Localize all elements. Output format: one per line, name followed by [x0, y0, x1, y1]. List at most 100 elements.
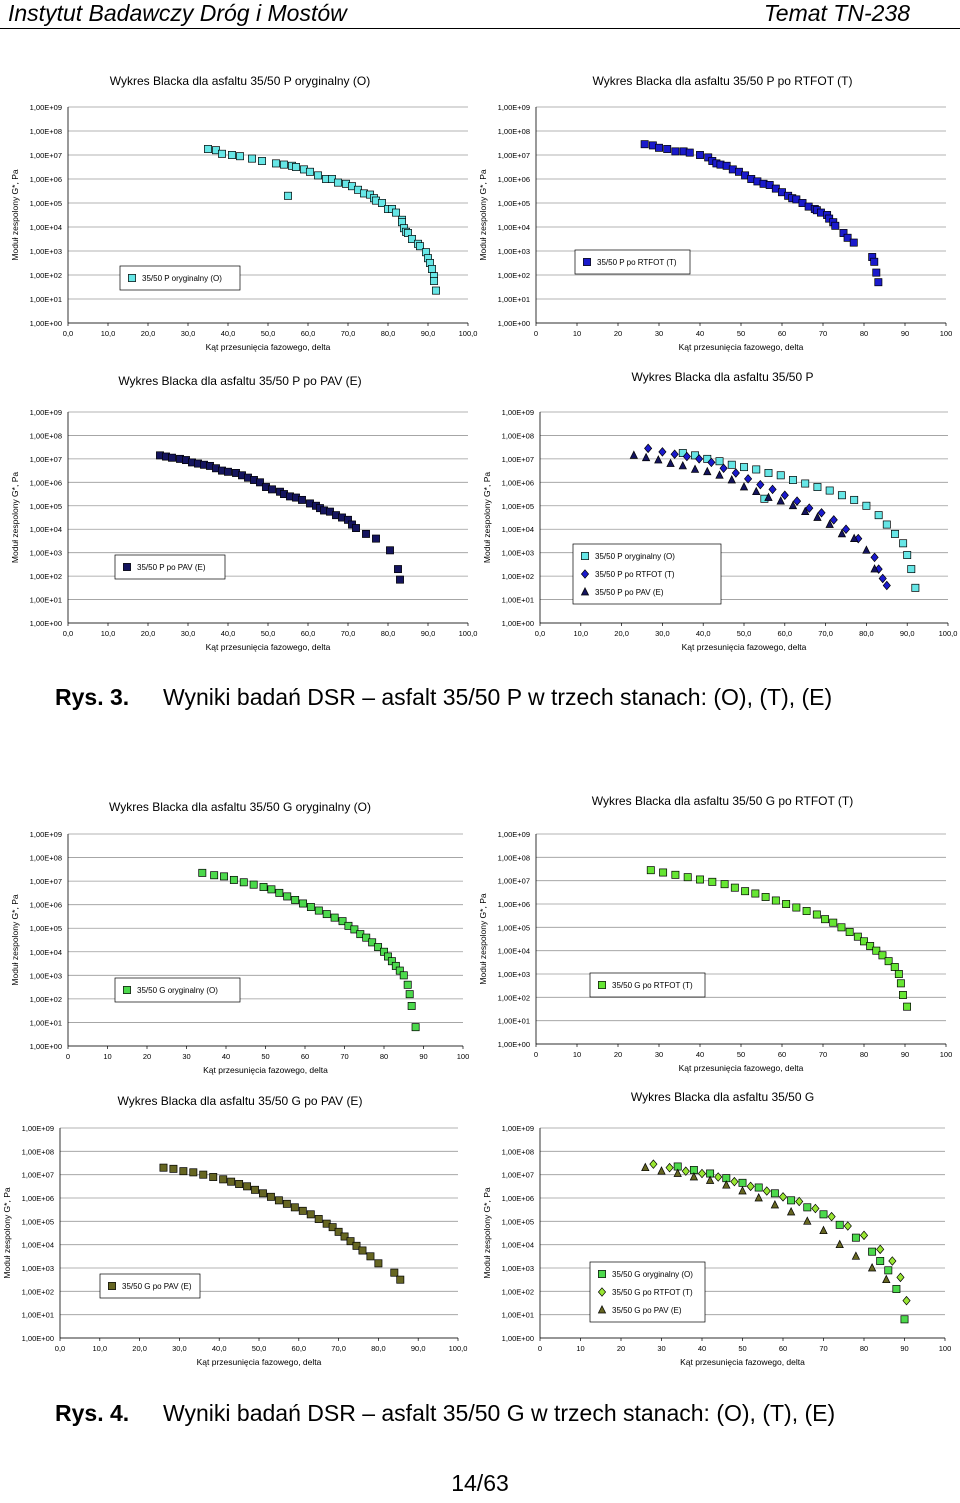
data-point	[845, 928, 854, 936]
y-tick-label: 1,00E+03	[30, 549, 62, 558]
x-tick-label: 90	[901, 1050, 909, 1059]
data-point	[896, 979, 905, 988]
x-tick-label: 70,0	[818, 629, 833, 638]
data-point	[169, 1164, 178, 1173]
data-point	[291, 896, 300, 904]
x-tick-label: 0,0	[63, 329, 73, 338]
x-tick-label: 70	[819, 1344, 827, 1353]
data-point	[714, 1172, 723, 1182]
x-tick-label: 0,0	[535, 629, 545, 638]
x-tick-label: 80	[860, 1050, 868, 1059]
data-point	[362, 529, 370, 538]
data-point	[695, 454, 704, 464]
data-point	[882, 520, 891, 529]
figure-text-3: Wyniki badań DSR – asfalt 35/50 P w trze…	[163, 684, 833, 710]
legend-label: 35/50 G oryginalny (O)	[137, 986, 218, 995]
x-tick-label: 50	[738, 1344, 746, 1353]
data-point	[666, 458, 675, 467]
data-point	[722, 1180, 731, 1189]
data-point	[328, 1223, 337, 1232]
y-axis-label: Moduł zespolony G*, Pa	[2, 1187, 12, 1278]
data-point	[283, 892, 292, 901]
x-tick-label: 20	[143, 1052, 151, 1061]
x-tick-label: 30	[657, 1344, 665, 1353]
legend	[114, 554, 226, 580]
data-point	[907, 565, 916, 574]
data-point	[876, 1257, 885, 1265]
legend	[589, 1261, 706, 1323]
x-tick-label: 70,0	[341, 329, 356, 338]
data-point	[792, 903, 801, 912]
y-tick-label: 1,00E+09	[498, 103, 530, 112]
data-point	[396, 1275, 405, 1284]
figure-number-3: Rys. 3.	[55, 684, 130, 710]
x-tick-label: 70,0	[331, 1344, 346, 1353]
plot-area	[68, 412, 468, 623]
x-tick-label: 80	[380, 1052, 388, 1061]
x-tick-label: 40	[698, 1344, 706, 1353]
data-point	[874, 278, 883, 287]
x-tick-label: 60,0	[777, 629, 792, 638]
plot-area	[536, 107, 946, 323]
data-point	[227, 1177, 236, 1186]
x-tick-label: 50	[737, 329, 745, 338]
x-tick-label: 80	[860, 1344, 868, 1353]
data-point	[306, 1210, 315, 1219]
data-point	[740, 463, 748, 472]
x-tick-label: 20,0	[614, 629, 629, 638]
y-tick-label: 1,00E+06	[502, 1194, 534, 1203]
data-point	[396, 575, 404, 584]
data-point	[720, 880, 729, 889]
legend-label: 35/50 G po RTFOT (T)	[612, 1288, 693, 1297]
data-point	[299, 899, 307, 908]
data-point	[405, 990, 414, 999]
y-tick-label: 1,00E+04	[498, 223, 530, 232]
y-axis-label: Moduł zespolony G*, Pa	[480, 893, 488, 984]
data-point	[358, 1246, 367, 1255]
chart-title-p-pav: Wykres Blacka dla asfaltu 35/50 P po PAV…	[118, 374, 362, 388]
y-tick-label: 1,00E+03	[498, 247, 530, 256]
y-tick-label: 1,00E+01	[30, 596, 62, 605]
data-point	[408, 235, 416, 243]
y-tick-label: 1,00E+02	[502, 572, 534, 581]
data-point	[870, 257, 879, 266]
x-tick-label: 60	[778, 329, 786, 338]
data-point	[851, 1233, 860, 1242]
x-tick-label: 20,0	[141, 629, 156, 638]
x-tick-label: 30	[655, 329, 663, 338]
x-tick-label: 0,0	[55, 1344, 65, 1353]
y-tick-label: 1,00E+03	[498, 970, 530, 979]
data-point	[754, 1193, 763, 1202]
data-point	[776, 471, 785, 480]
data-point	[884, 957, 893, 966]
x-tick-label: 90,0	[421, 329, 436, 338]
data-point	[314, 906, 323, 915]
data-point	[780, 490, 789, 500]
data-point	[430, 277, 438, 285]
y-tick-label: 1,00E+08	[30, 127, 62, 136]
chart-title-g-original: Wykres Blacka dla asfaltu 35/50 G orygin…	[108, 800, 371, 814]
x-tick-label: 40,0	[221, 329, 236, 338]
data-point	[837, 491, 846, 500]
data-point	[703, 466, 712, 476]
legend	[114, 977, 241, 1003]
x-tick-label: 10	[103, 1052, 111, 1061]
data-point	[752, 465, 761, 474]
x-tick-label: 30,0	[172, 1344, 187, 1353]
legend-marker	[583, 258, 591, 266]
x-tick-label: 100	[939, 1344, 952, 1353]
data-point	[911, 583, 920, 592]
y-tick-label: 1,00E+08	[22, 1147, 54, 1156]
data-point	[903, 1002, 912, 1011]
data-point	[870, 552, 879, 563]
data-point	[159, 1163, 168, 1172]
data-point	[407, 1002, 416, 1010]
x-tick-label: 80,0	[381, 629, 396, 638]
data-point	[292, 163, 300, 171]
data-point	[362, 933, 371, 942]
data-point	[390, 1268, 399, 1277]
data-point	[219, 1175, 228, 1184]
data-point	[899, 539, 908, 548]
data-point	[878, 573, 887, 584]
x-axis-label: Kąt przesunięcia fazowego, delta	[679, 342, 804, 352]
